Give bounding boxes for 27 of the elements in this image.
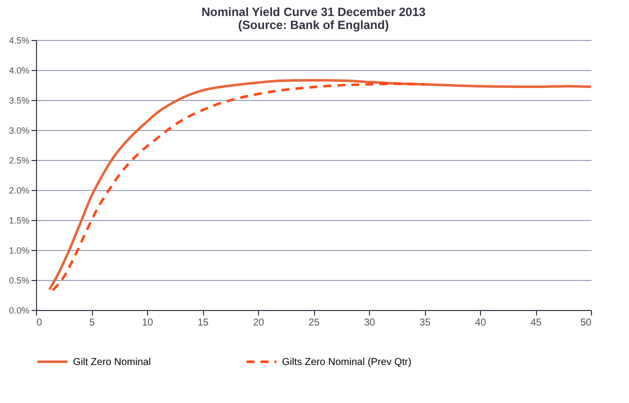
line-series xyxy=(51,82,426,292)
x-tick-label: 10 xyxy=(142,318,154,328)
y-tick-label: 3.5% xyxy=(8,96,30,106)
x-tick-label: 50 xyxy=(580,318,592,328)
x-tick-label: 5 xyxy=(89,318,96,328)
y-tick-label: 0.0% xyxy=(8,306,30,316)
line-series xyxy=(48,78,592,291)
y-tick-label: 0.5% xyxy=(8,276,30,286)
x-tick-label: 25 xyxy=(308,318,320,328)
x-tick-label: 20 xyxy=(252,318,264,328)
x-tick-label: 45 xyxy=(530,318,542,328)
x-tick-label: 0 xyxy=(36,318,42,328)
y-tick-label: 1.5% xyxy=(8,216,30,226)
chart-title: Nominal Yield Curve 31 December 2013 xyxy=(201,5,426,19)
legend-label: Gilts Zero Nominal (Prev Qtr) xyxy=(282,356,412,368)
x-tick-label: 40 xyxy=(474,318,486,328)
y-tick-label: 2.5% xyxy=(8,156,30,166)
x-tick-label: 35 xyxy=(419,318,431,328)
x-tick-label: 15 xyxy=(197,318,209,328)
x-tick-label: 30 xyxy=(364,318,376,328)
y-tick-label: 1.0% xyxy=(8,246,30,256)
y-tick-label: 3.0% xyxy=(8,126,30,136)
chart-subtitle: (Source: Bank of England) xyxy=(238,18,389,32)
y-tick-label: 2.0% xyxy=(8,186,30,196)
y-tick-label: 4.5% xyxy=(8,36,30,46)
legend-label: Gilt Zero Nominal xyxy=(73,356,151,368)
y-tick-label: 4.0% xyxy=(8,66,30,76)
